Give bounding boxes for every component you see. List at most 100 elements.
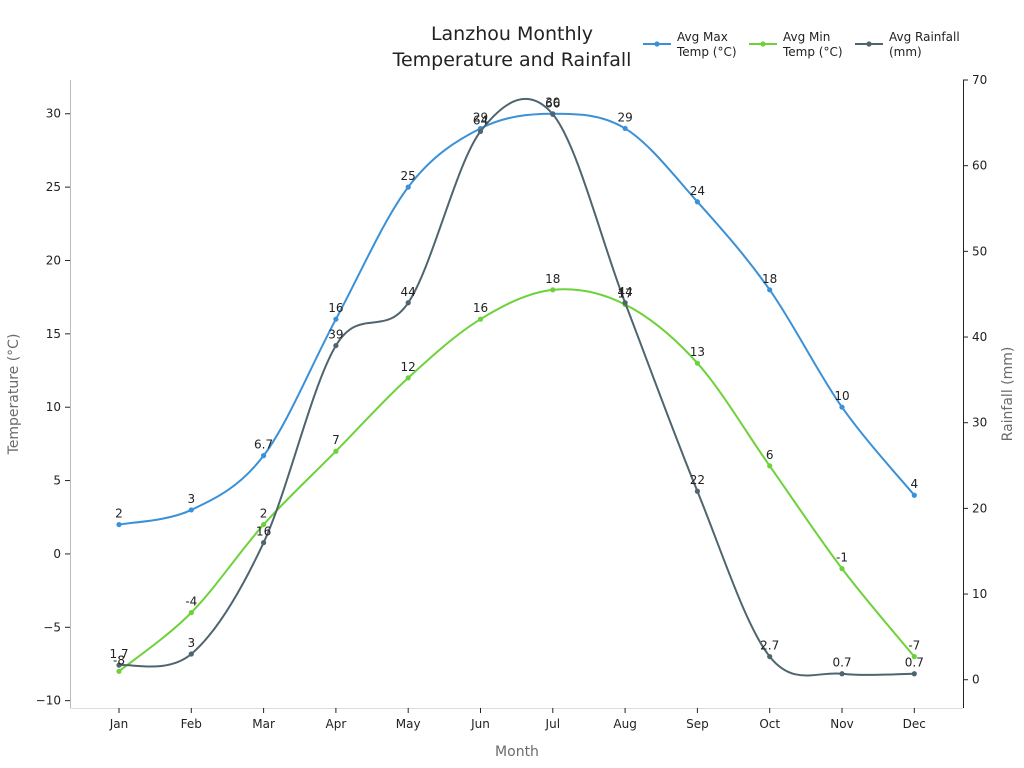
left-tick-label: 0 bbox=[53, 547, 61, 561]
avg-rainfall-point bbox=[188, 651, 194, 657]
right-tick-label: 60 bbox=[972, 159, 987, 173]
avg-min-temp-point bbox=[116, 668, 122, 674]
chart-title-line-2: Temperature and Rainfall bbox=[392, 49, 632, 71]
avg-min-temp-point bbox=[550, 287, 556, 293]
x-tick-label: Jan bbox=[109, 717, 129, 731]
avg-max-temp-data-label: 4 bbox=[910, 477, 918, 491]
avg-max-temp-data-label: 3 bbox=[187, 492, 195, 506]
x-tick-label: Dec bbox=[903, 717, 926, 731]
avg-rainfall-point bbox=[839, 671, 845, 677]
x-tick-label: Sep bbox=[686, 717, 709, 731]
left-tick-label: −10 bbox=[36, 694, 61, 708]
avg-rainfall-point bbox=[405, 300, 411, 306]
avg-rainfall-data-label: 3 bbox=[187, 636, 195, 650]
x-axis-ticks: Jan Feb Mar Apr May Jun Jul Aug Sep Oct Nov Dec bbox=[109, 708, 926, 731]
avg-min-temp-data-label: -7 bbox=[908, 639, 920, 653]
avg-rainfall-point bbox=[622, 300, 628, 306]
avg-rainfall-point bbox=[333, 342, 339, 349]
avg-min-temp-point bbox=[477, 316, 484, 322]
avg-max-temp-point bbox=[188, 507, 194, 513]
legend-marker bbox=[760, 41, 766, 47]
avg-max-temp-data-label: 25 bbox=[401, 169, 416, 183]
avg-max-temp-data-label: 29 bbox=[473, 110, 488, 124]
avg-max-temp-data-label: 6.7 bbox=[254, 438, 273, 452]
x-tick-label: Mar bbox=[252, 717, 275, 731]
x-tick-label: Nov bbox=[830, 717, 853, 731]
legend-marker bbox=[866, 41, 872, 47]
avg-rainfall-data-label: 64 bbox=[473, 113, 488, 127]
right-tick-label: 70 bbox=[972, 73, 987, 87]
series-layer bbox=[116, 97, 917, 677]
axes bbox=[70, 80, 964, 709]
avg-max-temp-data-label: 10 bbox=[834, 389, 849, 403]
left-tick-label: 10 bbox=[46, 400, 61, 414]
data-labels-layer: 2 3 6.7 16 25 29 30 29 24 18 10 4 -8 -4 2 7 12 16 18 17 13 6 -… bbox=[109, 96, 923, 670]
left-tick-label: 15 bbox=[46, 327, 61, 341]
series-avg-rainfall bbox=[116, 97, 917, 677]
left-tick-label: 20 bbox=[46, 253, 61, 267]
legend-label: Avg Rainfall bbox=[889, 30, 960, 44]
avg-rainfall-data-label: 2.7 bbox=[760, 639, 779, 653]
avg-min-temp-data-label: 17 bbox=[617, 286, 632, 300]
avg-rainfall-point bbox=[767, 653, 773, 660]
avg-rainfall-point bbox=[694, 488, 701, 494]
left-tick-label: 25 bbox=[46, 180, 61, 194]
x-tick-label: Jul bbox=[545, 717, 560, 731]
avg-rainfall-point bbox=[550, 111, 556, 117]
legend-label: Avg Max bbox=[677, 30, 728, 44]
avg-rainfall-data-label: 66 bbox=[545, 96, 560, 110]
x-tick-label: May bbox=[396, 717, 421, 731]
avg-rainfall-point bbox=[261, 540, 267, 546]
avg-max-temp-data-label: 30 bbox=[545, 96, 560, 110]
avg-min-temp-line bbox=[118, 288, 916, 673]
avg-max-temp-data-label: 24 bbox=[690, 184, 705, 198]
avg-min-temp-data-label: 13 bbox=[690, 345, 705, 359]
avg-min-temp-point bbox=[839, 566, 845, 572]
x-tick-label: Feb bbox=[181, 717, 202, 731]
avg-min-temp-point bbox=[261, 521, 267, 528]
avg-max-temp-point bbox=[333, 316, 339, 322]
avg-min-temp-data-label: 2 bbox=[260, 507, 268, 521]
avg-max-temp-point bbox=[622, 125, 628, 132]
avg-rainfall-data-label: 0.7 bbox=[905, 656, 924, 670]
avg-min-temp-point bbox=[333, 448, 339, 454]
series-avg-max-temp bbox=[116, 111, 917, 528]
avg-rainfall-point bbox=[477, 128, 484, 135]
x-tick-label: Oct bbox=[759, 717, 780, 731]
left-tick-label: 5 bbox=[53, 474, 61, 488]
chart-title-line-1: Lanzhou Monthly bbox=[431, 23, 593, 45]
legend-marker bbox=[654, 41, 660, 47]
avg-max-temp-point bbox=[694, 199, 701, 205]
series-avg-min-temp bbox=[116, 287, 917, 674]
x-axis-label: Month bbox=[495, 744, 539, 760]
legend-item-avg-rainfall: Avg Rainfall(mm) bbox=[855, 30, 960, 59]
right-tick-label: 50 bbox=[972, 244, 987, 258]
x-tick-label: Apr bbox=[326, 717, 347, 731]
avg-max-temp-point bbox=[911, 492, 917, 498]
avg-min-temp-data-label: 16 bbox=[473, 301, 488, 315]
avg-rainfall-point bbox=[911, 671, 917, 677]
avg-min-temp-point bbox=[911, 654, 917, 660]
avg-max-temp-data-label: 29 bbox=[617, 110, 632, 124]
avg-min-temp-point bbox=[188, 610, 194, 616]
left-tick-label: 30 bbox=[46, 107, 61, 121]
avg-min-temp-point bbox=[694, 360, 701, 366]
avg-max-temp-point bbox=[767, 287, 773, 293]
right-tick-label: 30 bbox=[972, 416, 987, 430]
avg-rainfall-data-label: 1.7 bbox=[109, 647, 128, 661]
legend-label: Avg Min bbox=[783, 30, 830, 44]
avg-rainfall-point bbox=[116, 662, 122, 668]
avg-min-temp-data-label: -1 bbox=[836, 551, 848, 565]
avg-min-temp-data-label: -4 bbox=[185, 595, 197, 609]
avg-rainfall-data-label: 0.7 bbox=[832, 656, 851, 670]
avg-max-temp-point bbox=[839, 404, 845, 410]
legend-label: (mm) bbox=[889, 45, 922, 59]
avg-min-temp-data-label: 7 bbox=[332, 433, 340, 447]
avg-max-temp-data-label: 18 bbox=[762, 272, 777, 286]
avg-rainfall-data-label: 22 bbox=[690, 473, 705, 487]
avg-rainfall-data-label: 44 bbox=[401, 285, 416, 299]
